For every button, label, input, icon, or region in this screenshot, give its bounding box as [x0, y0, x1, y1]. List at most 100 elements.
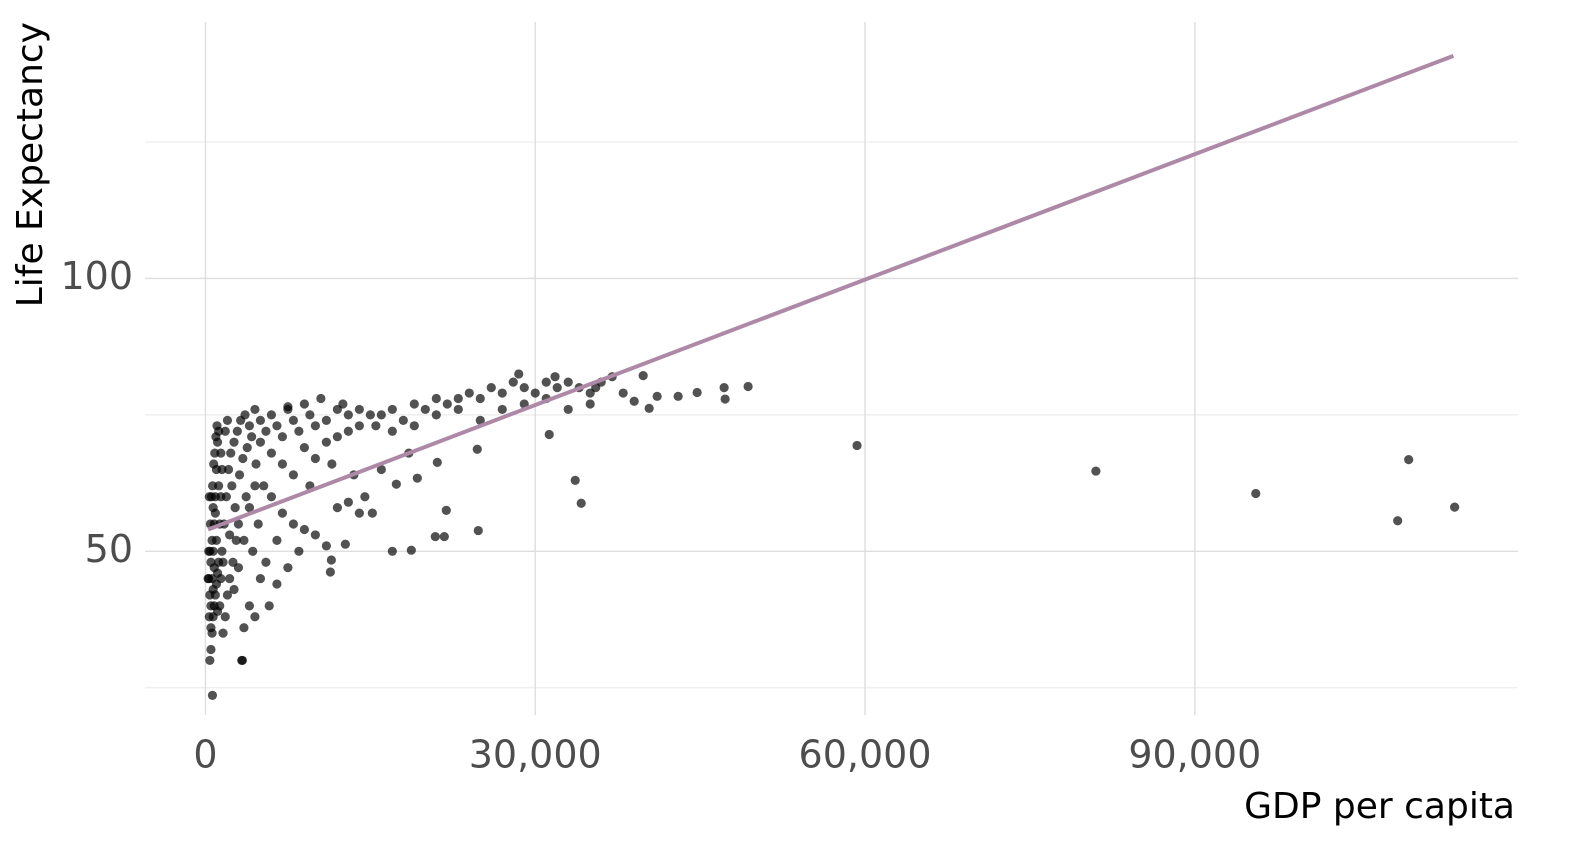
point	[234, 470, 245, 480]
point	[222, 415, 233, 425]
point	[226, 448, 236, 458]
point	[272, 535, 282, 545]
point	[644, 403, 654, 413]
point	[340, 539, 350, 549]
point	[541, 377, 551, 387]
point	[231, 535, 241, 545]
point	[692, 387, 702, 398]
point	[310, 421, 320, 431]
trend-line	[207, 53, 1455, 532]
point	[638, 370, 648, 381]
point	[261, 557, 271, 567]
point	[719, 382, 729, 393]
point	[211, 535, 222, 545]
point	[387, 404, 397, 415]
point	[266, 448, 277, 458]
point	[239, 535, 249, 545]
point	[209, 459, 219, 469]
x-tick-label: 0	[193, 733, 217, 777]
point	[486, 382, 496, 393]
point	[325, 567, 335, 577]
point	[220, 426, 230, 436]
point	[442, 399, 452, 409]
point	[210, 508, 220, 518]
point	[233, 563, 244, 573]
point	[570, 475, 580, 485]
point	[217, 464, 227, 475]
point	[387, 426, 397, 436]
point	[204, 546, 214, 556]
point	[264, 601, 274, 611]
point	[354, 404, 364, 415]
point	[272, 421, 282, 431]
point	[544, 429, 554, 440]
point	[1450, 502, 1460, 512]
point	[250, 404, 260, 415]
point	[387, 546, 397, 556]
point	[305, 410, 315, 420]
point	[218, 557, 228, 567]
point	[244, 503, 255, 513]
point	[398, 415, 408, 425]
point	[321, 437, 331, 447]
point	[220, 612, 230, 622]
point	[288, 470, 299, 480]
x-tick-label: 60,000	[799, 733, 932, 777]
point	[432, 457, 442, 467]
point	[629, 396, 639, 406]
point	[272, 579, 282, 589]
point	[720, 394, 730, 404]
y-axis-title: Life Expectancy	[10, 22, 51, 307]
point	[1404, 455, 1414, 465]
point	[1393, 516, 1403, 526]
point	[563, 377, 573, 387]
point	[550, 372, 560, 382]
point	[225, 530, 235, 540]
point	[530, 388, 540, 398]
point	[514, 369, 524, 379]
point	[409, 421, 419, 431]
point	[288, 519, 299, 529]
point	[1251, 488, 1261, 499]
point	[439, 531, 449, 542]
point	[255, 573, 266, 584]
point	[391, 479, 401, 489]
point	[321, 541, 331, 551]
point	[217, 546, 227, 556]
point	[354, 508, 364, 518]
point	[464, 388, 474, 398]
point	[248, 546, 258, 556]
y-tick-label: 100	[60, 254, 133, 298]
point	[229, 584, 239, 595]
point	[519, 382, 529, 393]
x-tick-label: 90,000	[1128, 733, 1261, 777]
point	[207, 690, 218, 700]
point	[475, 393, 485, 404]
point	[441, 505, 451, 515]
point	[343, 426, 353, 436]
point	[261, 426, 271, 436]
point	[233, 519, 244, 529]
point	[255, 437, 266, 447]
point	[332, 503, 342, 513]
point	[218, 628, 228, 638]
point	[221, 492, 231, 502]
point	[652, 391, 662, 401]
point	[472, 444, 482, 454]
point	[230, 503, 240, 513]
point	[431, 393, 441, 404]
point	[216, 573, 226, 584]
point	[244, 421, 255, 431]
point	[310, 530, 320, 540]
point	[585, 399, 595, 409]
point	[591, 382, 601, 393]
point	[332, 432, 342, 442]
point	[376, 410, 386, 420]
point	[255, 415, 266, 425]
point	[310, 453, 320, 464]
point	[209, 563, 219, 573]
point	[211, 432, 221, 442]
point	[321, 415, 331, 425]
point	[288, 415, 299, 425]
point	[242, 443, 252, 453]
